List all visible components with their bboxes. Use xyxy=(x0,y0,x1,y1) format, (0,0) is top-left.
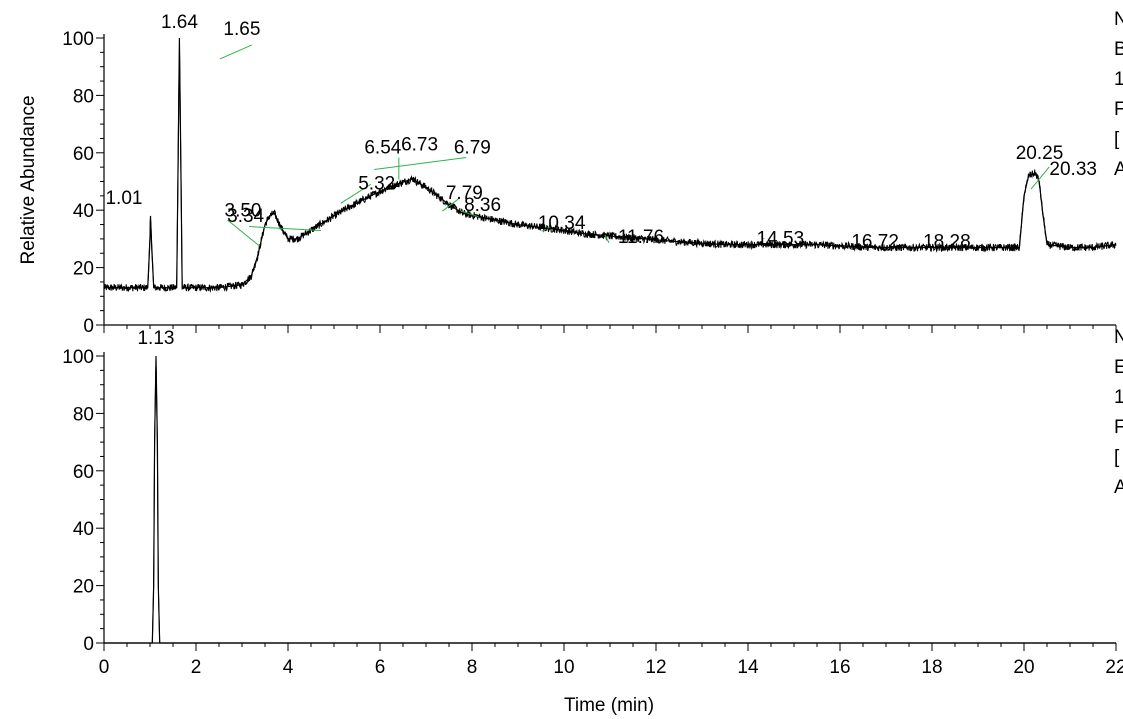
peak-leader-line xyxy=(248,226,322,232)
x-tick-label: 8 xyxy=(467,657,478,678)
chromatogram-trace xyxy=(103,47,1117,293)
chromatogram-trace xyxy=(104,366,1116,644)
y-tick-label: 80 xyxy=(73,404,94,425)
x-tick-label: 18 xyxy=(921,657,942,678)
chromatogram-peak-outline xyxy=(104,37,1117,289)
x-tick-label: 12 xyxy=(645,657,666,678)
peak-label: 1.65 xyxy=(223,19,260,40)
peak-leader-line xyxy=(442,198,459,212)
peak-label: 6.73 xyxy=(401,135,438,156)
peak-label: 7.79 xyxy=(446,183,483,204)
peak-label: 18.28 xyxy=(923,232,971,253)
x-tick-label: 20 xyxy=(1013,657,1034,678)
side-info-text: A xyxy=(1114,159,1123,180)
peak-leader-line xyxy=(604,234,610,244)
peak-label: 11.76 xyxy=(618,227,664,248)
y-tick-label: 60 xyxy=(73,144,94,165)
side-info-text: [ xyxy=(1114,447,1120,468)
y-tick-label: 20 xyxy=(73,259,94,280)
x-tick-label: 10 xyxy=(553,657,574,678)
peak-leader-line xyxy=(541,226,550,232)
peak-label: 3.50 xyxy=(225,201,262,222)
peak-label: 1.01 xyxy=(105,188,142,209)
side-info-text: E xyxy=(1114,357,1123,378)
side-info-text: F xyxy=(1114,417,1123,438)
x-tick-label: 2 xyxy=(191,657,202,678)
x-tick-label: 14 xyxy=(737,657,759,678)
y-tick-label: 0 xyxy=(83,634,94,655)
y-tick-label: 40 xyxy=(73,201,94,222)
side-info-text: 1 xyxy=(1114,387,1123,408)
peak-label: 16.72 xyxy=(851,232,899,253)
side-info-text: F xyxy=(1114,99,1123,120)
y-tick-label: 0 xyxy=(83,316,94,337)
side-info-text: B xyxy=(1114,39,1123,60)
side-info-text: 1 xyxy=(1114,69,1123,90)
peak-leader-line xyxy=(1030,166,1050,190)
peak-label: 8.36 xyxy=(464,195,501,216)
peak-label: 1.64 xyxy=(161,12,198,33)
side-info-text: N xyxy=(1114,327,1123,348)
peak-leader-line xyxy=(219,44,253,60)
side-info-text: [ xyxy=(1114,129,1120,150)
y-tick-label: 60 xyxy=(73,462,94,483)
side-info-text: A xyxy=(1114,477,1123,498)
peak-label: 20.33 xyxy=(1049,159,1097,180)
peak-label: 10.34 xyxy=(538,213,586,234)
peak-label: 3.34 xyxy=(227,206,264,227)
x-axis-title: Time (min) xyxy=(564,695,654,716)
y-tick-label: 80 xyxy=(73,86,94,107)
peak-label: 6.54 xyxy=(364,138,401,159)
peak-leader-line xyxy=(374,157,467,170)
peak-leader-line xyxy=(340,183,371,204)
chromatogram-peak-outline xyxy=(104,355,1116,644)
peak-label: 14.53 xyxy=(757,229,805,250)
x-tick-label: 4 xyxy=(283,657,294,678)
x-tick-label: 16 xyxy=(829,657,850,678)
peak-leader-line xyxy=(227,219,260,247)
y-tick-label: 100 xyxy=(62,29,94,50)
peak-leader-line xyxy=(460,210,479,218)
y-axis-title: Relative Abundance xyxy=(18,95,39,264)
peak-label: 6.79 xyxy=(454,138,491,159)
side-info-text: N xyxy=(1114,9,1123,30)
x-tick-label: 0 xyxy=(99,657,110,678)
chromatogram-panel-top: 0 20 40 60 80 100 1.01 1.64 1.65 3.343.50 5.32 6.54… xyxy=(62,9,1123,337)
y-tick-label: 40 xyxy=(73,519,94,540)
chromatogram-panel-bottom: 0 20 40 60 80 100 0 2 4 6 8 10 12 14 16 18 20 22 1.13 NE 1 F [… xyxy=(62,327,1123,678)
y-tick-label: 100 xyxy=(62,347,94,368)
y-tick-label: 20 xyxy=(73,577,94,598)
peak-label: 20.25 xyxy=(1016,143,1064,164)
peak-label: 1.13 xyxy=(137,328,174,349)
peak-label: 5.32 xyxy=(358,173,395,194)
x-tick-label: 6 xyxy=(375,657,386,678)
x-tick-label: 22 xyxy=(1105,657,1123,678)
